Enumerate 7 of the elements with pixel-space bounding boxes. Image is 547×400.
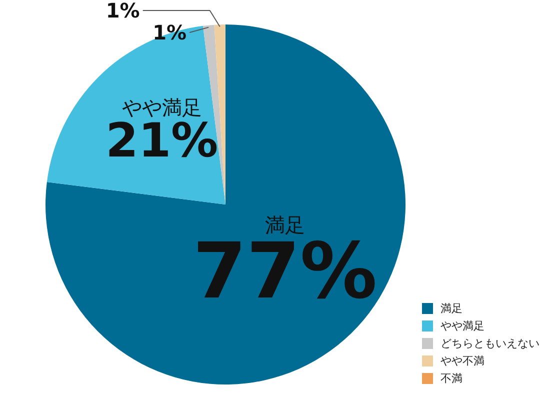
data-label: 1%	[106, 0, 140, 22]
legend-label: 満足	[440, 302, 462, 315]
legend-label: やや不満	[440, 354, 484, 368]
slice-label: やや満足	[122, 96, 202, 120]
legend-label: 不満	[440, 372, 462, 385]
legend-label: やや満足	[440, 320, 484, 332]
legend-label: どちらともいえない	[440, 337, 540, 350]
